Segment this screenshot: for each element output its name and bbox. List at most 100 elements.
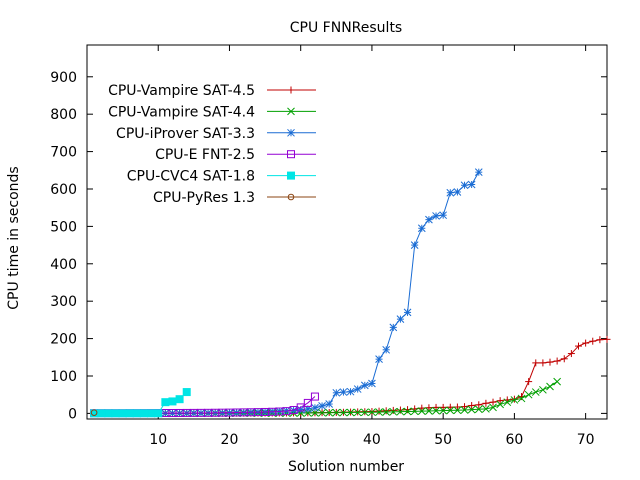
plot-frame: [87, 45, 607, 419]
y-tick-label: 400: [50, 257, 77, 273]
y-tick-label: 700: [50, 145, 77, 161]
data-point: [390, 324, 397, 331]
data-point: [440, 404, 447, 411]
legend-item: CPU-CVC4 SAT-1.8: [127, 169, 316, 185]
data-point: [383, 346, 390, 353]
legend-item: CPU-Vampire SAT-4.5: [108, 83, 316, 99]
x-axis-label: Solution number: [288, 459, 404, 475]
x-tick-label: 60: [505, 432, 523, 448]
legend-marker: [288, 87, 295, 94]
data-point: [447, 404, 454, 411]
data-point: [425, 404, 432, 411]
data-point: [561, 355, 568, 362]
data-point: [554, 378, 561, 385]
data-point: [347, 388, 354, 395]
x-tick-label: 70: [577, 432, 595, 448]
data-point: [311, 404, 318, 411]
x-tick-label: 10: [149, 432, 167, 448]
data-point: [390, 407, 397, 414]
data-point: [433, 404, 440, 411]
legend-label: CPU-Vampire SAT-4.5: [108, 83, 255, 99]
data-point: [532, 359, 539, 366]
legend-item: CPU-iProver SAT-3.3: [116, 126, 316, 142]
legend-item: CPU-PyRes 1.3: [153, 190, 316, 206]
data-point: [126, 410, 133, 417]
data-point: [326, 401, 333, 408]
x-tick-label: 30: [292, 432, 310, 448]
data-point: [547, 359, 554, 366]
data-point: [589, 338, 596, 345]
data-point: [162, 399, 169, 406]
data-point: [468, 402, 475, 409]
data-point: [539, 386, 546, 393]
chart-title: CPU FNNResults: [290, 20, 402, 36]
data-point: [433, 212, 440, 219]
data-point: [383, 407, 390, 414]
legend-item: CPU-E FNT-2.5: [155, 147, 316, 163]
series-line: [94, 382, 557, 414]
data-point: [440, 212, 447, 219]
data-point: [112, 410, 119, 417]
legend-label: CPU-E FNT-2.5: [155, 147, 255, 163]
data-point: [140, 410, 147, 417]
data-point: [454, 188, 461, 195]
data-point: [418, 225, 425, 232]
data-point: [596, 336, 603, 343]
legend-marker: [288, 129, 295, 136]
data-point: [133, 410, 140, 417]
y-tick-label: 0: [68, 406, 77, 422]
data-point: [183, 389, 190, 396]
data-point: [319, 402, 326, 409]
data-point: [539, 359, 546, 366]
data-point: [105, 410, 112, 417]
data-point: [98, 410, 105, 417]
data-point: [376, 408, 383, 415]
data-point: [404, 309, 411, 316]
y-axis-label: CPU time in seconds: [6, 166, 22, 309]
data-point: [525, 378, 532, 385]
data-point: [604, 336, 611, 343]
y-tick-label: 300: [50, 294, 77, 310]
data-point: [368, 380, 375, 387]
data-point: [447, 189, 454, 196]
data-point: [148, 410, 155, 417]
legend-label: CPU-iProver SAT-3.3: [116, 126, 255, 142]
x-tick-label: 20: [221, 432, 239, 448]
data-point: [554, 358, 561, 365]
data-point: [468, 181, 475, 188]
data-point: [397, 316, 404, 323]
data-point: [176, 396, 183, 403]
data-point: [547, 383, 554, 390]
series-line: [94, 172, 479, 413]
data-point: [475, 169, 482, 176]
data-point: [482, 400, 489, 407]
data-point: [461, 182, 468, 189]
data-point: [425, 216, 432, 223]
y-tick-label: 800: [50, 107, 77, 123]
y-tick-label: 900: [50, 70, 77, 86]
data-point: [461, 403, 468, 410]
x-tick-label: 40: [363, 432, 381, 448]
data-point: [169, 398, 176, 405]
data-point: [340, 389, 347, 396]
x-tick-label: 50: [434, 432, 452, 448]
y-tick-label: 100: [50, 369, 77, 385]
legend: CPU-Vampire SAT-4.5 CPU-Vampire SAT-4.4 CP…: [108, 83, 316, 206]
legend-label: CPU-Vampire SAT-4.4: [108, 104, 255, 120]
data-point: [119, 410, 126, 417]
data-point: [532, 389, 539, 396]
legend-marker: [288, 172, 295, 179]
data-point: [582, 340, 589, 347]
data-point: [411, 242, 418, 249]
legend-label: CPU-CVC4 SAT-1.8: [127, 169, 255, 185]
data-point: [376, 356, 383, 363]
series-2: [91, 169, 483, 417]
plot-area: [87, 45, 607, 419]
data-point: [397, 407, 404, 414]
y-tick-label: 500: [50, 219, 77, 235]
data-point: [525, 391, 532, 398]
data-point: [333, 389, 340, 396]
data-point: [361, 382, 368, 389]
legend-item: CPU-Vampire SAT-4.4: [108, 104, 316, 120]
chart: CPU FNNResults 0100200300400500600700800…: [0, 0, 640, 480]
